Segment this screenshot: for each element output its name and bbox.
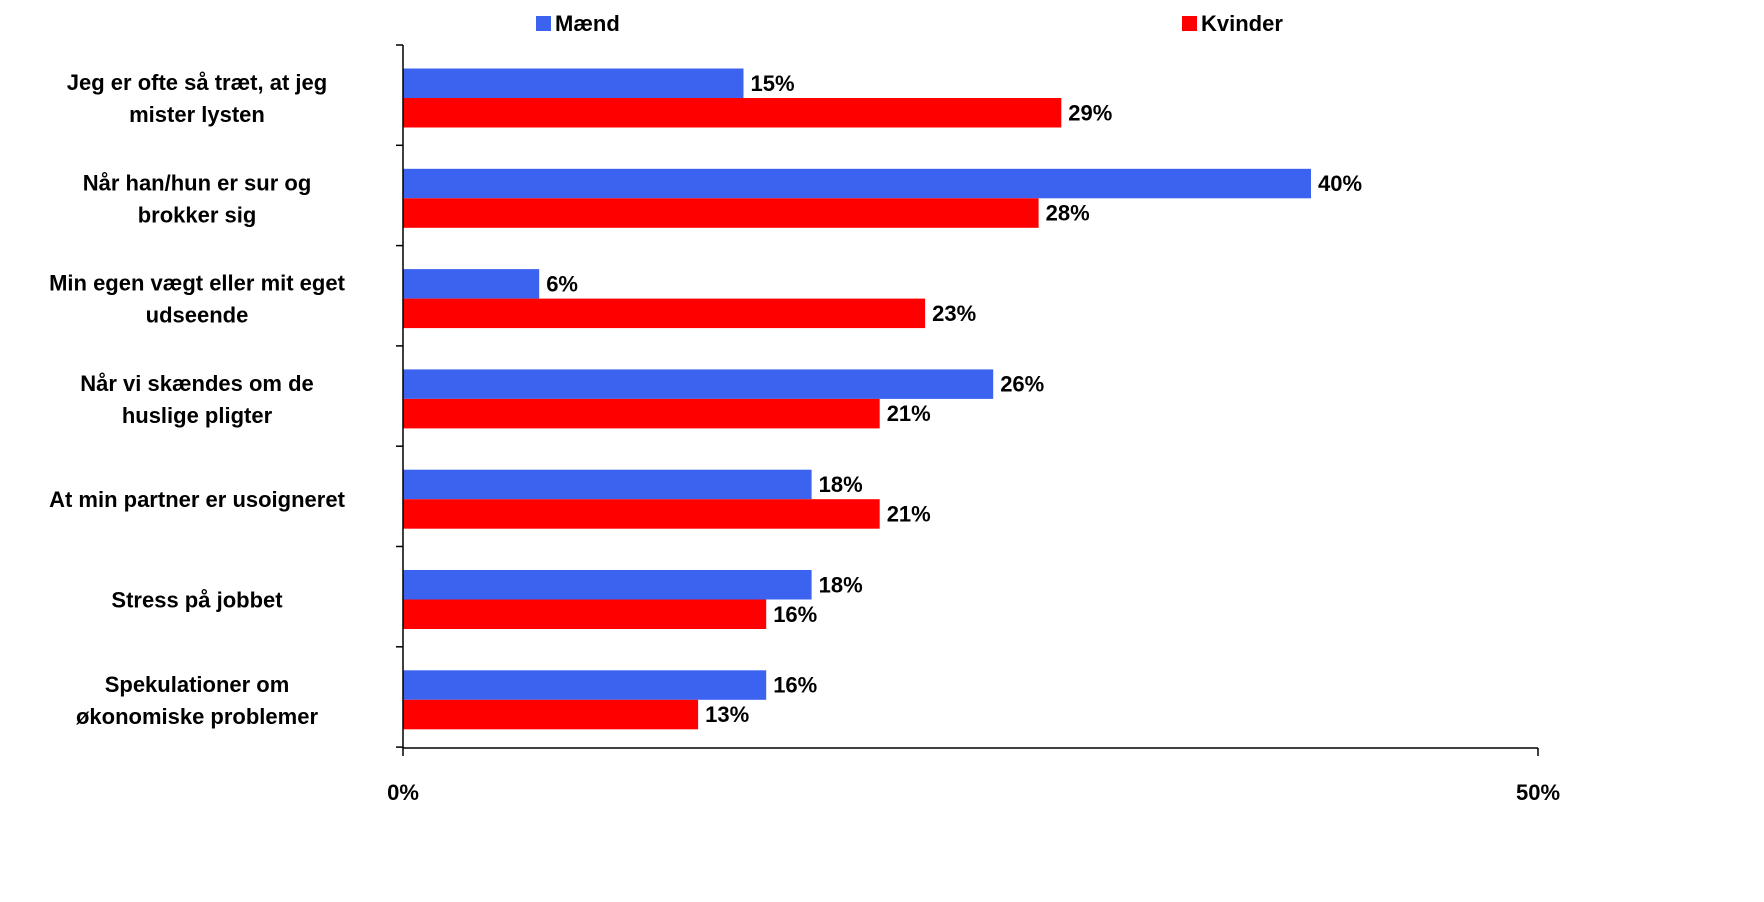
bar-kvinder-6 xyxy=(403,599,767,629)
data-label-maend-2: 40% xyxy=(1318,171,1362,196)
category-label-4-line-1: Når vi skændes om de xyxy=(80,371,314,396)
legend-swatch-kvinder xyxy=(1182,16,1197,31)
category-label-4-line-2: huslige pligter xyxy=(122,403,273,428)
data-label-kvinder-6: 16% xyxy=(773,602,817,627)
data-label-kvinder-7: 13% xyxy=(705,702,749,727)
category-label-3-line-2: udseende xyxy=(146,303,249,328)
legend-label-kvinder: Kvinder xyxy=(1201,11,1283,36)
category-label-2-line-1: Når han/hun er sur og xyxy=(83,170,312,195)
data-label-kvinder-5: 21% xyxy=(887,501,931,526)
bar-kvinder-7 xyxy=(403,699,699,730)
bar-kvinder-3 xyxy=(403,298,926,329)
category-label-2-line-2: brokker sig xyxy=(138,202,257,227)
bar-maend-1 xyxy=(403,68,744,98)
data-label-maend-7: 16% xyxy=(773,673,817,698)
category-label-1-line-1: Jeg er ofte så træt, at jeg xyxy=(67,70,327,95)
data-label-maend-6: 18% xyxy=(819,572,863,597)
bar-kvinder-5 xyxy=(403,499,880,529)
data-label-maend-3: 6% xyxy=(546,271,578,296)
bar-maend-6 xyxy=(403,570,812,600)
x-tick-label-50: 50% xyxy=(1516,780,1560,805)
category-label-3-line-1: Min egen vægt eller mit eget xyxy=(49,271,346,296)
legend-label-maend: Mænd xyxy=(555,11,620,36)
data-label-maend-1: 15% xyxy=(751,71,795,96)
data-label-kvinder-1: 29% xyxy=(1068,100,1112,125)
bar-kvinder-1 xyxy=(403,98,1062,128)
data-label-kvinder-3: 23% xyxy=(932,301,976,326)
category-label-6-line-1: Stress på jobbet xyxy=(111,588,283,613)
category-label-7-line-1: Spekulationer om xyxy=(105,672,290,697)
data-label-kvinder-2: 28% xyxy=(1046,201,1090,226)
bar-kvinder-4 xyxy=(403,398,880,429)
x-tick-label-0: 0% xyxy=(387,780,419,805)
bar-maend-3 xyxy=(403,269,540,299)
bar-maend-4 xyxy=(403,369,994,399)
data-label-maend-5: 18% xyxy=(819,472,863,497)
data-label-maend-4: 26% xyxy=(1000,372,1044,397)
category-label-7-line-2: økonomiske problemer xyxy=(76,704,319,729)
category-label-1-line-2: mister lysten xyxy=(129,102,265,127)
data-label-kvinder-4: 21% xyxy=(887,401,931,426)
bar-maend-7 xyxy=(403,670,767,700)
category-label-5-line-1: At min partner er usoigneret xyxy=(49,487,346,512)
bar-kvinder-2 xyxy=(403,198,1039,228)
bar-maend-5 xyxy=(403,469,812,500)
legend-swatch-maend xyxy=(536,16,551,31)
bar-maend-2 xyxy=(403,168,1311,199)
